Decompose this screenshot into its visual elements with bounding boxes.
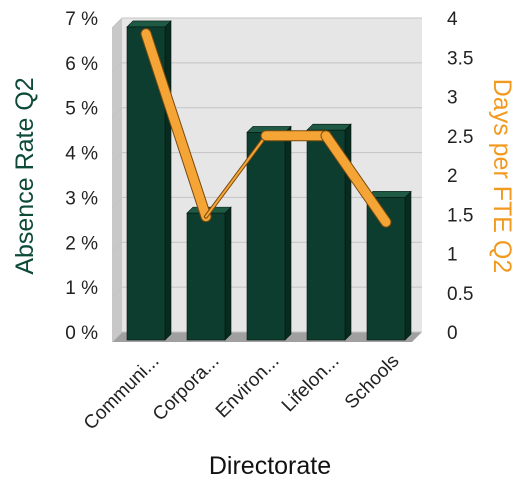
x-tick-label: Corpora... [149, 351, 224, 426]
gridline-side [111, 107, 123, 119]
x-tick-label: Environ... [212, 351, 284, 423]
line-series [140, 28, 392, 228]
y2-tick-label: 0.5 [447, 284, 473, 305]
bar-side [284, 125, 292, 341]
gridline-side [111, 241, 123, 253]
y-tick-label: 0 % [65, 323, 98, 344]
gridline-side [111, 286, 123, 298]
y2-tick-label: 1.5 [447, 205, 473, 226]
bar-side [224, 206, 232, 341]
y-tick-label: 5 % [65, 99, 98, 120]
bar [306, 129, 346, 341]
bar [186, 212, 226, 341]
y2-axis-title: Days per FTE Q2 [488, 79, 515, 274]
y2-tick-label: 2.5 [447, 127, 473, 148]
line-segment [141, 29, 211, 222]
bar-top [306, 123, 352, 131]
y2-tick-label: 3 [447, 88, 458, 109]
y-tick-label: 2 % [65, 233, 98, 254]
y-tick-label: 7 % [65, 9, 98, 30]
y-tick-label: 3 % [65, 188, 98, 209]
bar-top [126, 20, 172, 28]
y2-tick-label: 1 [447, 245, 458, 266]
y2-tick-label: 4 [447, 9, 458, 30]
line-segment [321, 131, 391, 227]
y2-tick-label: 0 [447, 323, 458, 344]
right-axis: 0 0.5 1 1.5 2 2.5 3 3.5 4 [447, 9, 473, 344]
bar-side [404, 190, 412, 341]
x-axis-title: Directorate [209, 452, 331, 480]
gridline-side [111, 331, 123, 343]
x-tick-label: Communi... [80, 351, 164, 435]
gridline-side [111, 17, 123, 29]
y-tick-label: 6 % [65, 54, 98, 75]
gridline-side [111, 152, 123, 163]
left-axis: 0 % 1 % 2 % 3 % 4 % 5 % 6 % 7 % [65, 9, 98, 344]
side-wall [112, 18, 122, 342]
y-axis-title: Absence Rate Q2 [11, 77, 39, 274]
line-segment [205, 134, 267, 218]
y-tick-label: 4 % [65, 144, 98, 165]
bar [246, 132, 286, 341]
y2-tick-label: 2 [447, 166, 458, 187]
x-axis: Communi...Corpora...Environ...Lifelon...… [80, 351, 404, 435]
gridline-side [111, 197, 123, 208]
gridline-side [111, 62, 123, 74]
x-tick-label: Schools [341, 351, 404, 414]
bar-side [164, 20, 172, 341]
x-tick-label: Lifelon... [278, 351, 344, 417]
y2-tick-label: 3.5 [447, 48, 473, 69]
y-tick-label: 1 % [65, 278, 98, 299]
